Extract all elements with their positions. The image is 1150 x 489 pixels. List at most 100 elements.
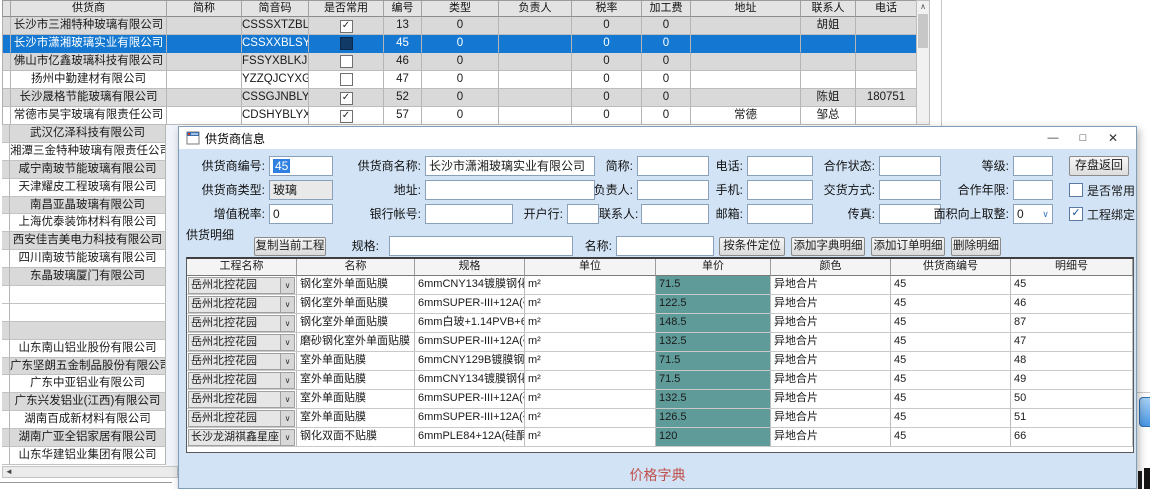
tax-cell[interactable]: 0 [572, 35, 642, 53]
phone-cell[interactable] [856, 71, 917, 89]
supplier-list-row[interactable]: 湖南百成新材料有限公司 [2, 411, 166, 430]
supplier-list-row[interactable]: 西安佳吉美电力科技有限公司 [2, 232, 166, 251]
supplier-list-row[interactable]: 湖南广亚全铝家居有限公司 [2, 429, 166, 448]
supplier-list-row[interactable]: 东晶玻璃厦门有限公司 [2, 268, 166, 287]
manager-cell[interactable] [499, 53, 572, 71]
price-cell[interactable]: 148.5 [656, 314, 771, 333]
supplier-name-cell[interactable]: 扬州中勤建材有限公司 [11, 71, 167, 89]
color-cell[interactable]: 异地合片 [771, 276, 891, 295]
spec-cell[interactable]: 6mm白玻+1.14PVB+6mm... [415, 314, 525, 333]
supplier-id-cell[interactable]: 45 [891, 333, 1011, 352]
unit-cell[interactable]: m² [525, 390, 656, 409]
supplier-name-cell[interactable]: 武汉亿泽科技有限公司 [10, 125, 166, 143]
supplier-name-cell[interactable]: 南昌亚晶玻璃有限公司 [10, 196, 166, 215]
supplier-list-row[interactable]: 四川南玻节能玻璃有限公司 [2, 250, 166, 269]
supplier-list-row[interactable]: 湘潭三金特种玻璃有限责任公司 [2, 142, 166, 161]
color-cell[interactable]: 异地合片 [771, 409, 891, 428]
color-cell[interactable]: 异地合片 [771, 371, 891, 390]
detail-id-cell[interactable]: 45 [1011, 276, 1133, 295]
price-cell[interactable]: 132.5 [656, 390, 771, 409]
mobile-input[interactable] [747, 180, 813, 200]
unit-cell[interactable]: m² [525, 276, 656, 295]
supplier-type-input[interactable]: 玻璃 [269, 180, 333, 200]
color-cell[interactable]: 异地合片 [771, 390, 891, 409]
type-cell[interactable]: 0 [422, 17, 499, 35]
unit-cell[interactable]: m² [525, 314, 656, 333]
phone-input[interactable] [747, 156, 813, 176]
name-cell[interactable]: 磨砂钢化室外单面贴膜 [297, 333, 415, 352]
spec-cell[interactable]: 6mmSUPER-III+12A(硅... [415, 295, 525, 314]
scroll-up-icon[interactable]: ∧ [920, 2, 926, 11]
type-cell[interactable]: 0 [422, 53, 499, 71]
supplier-id-cell[interactable]: 45 [891, 352, 1011, 371]
copy-current-project-button[interactable]: 复制当前工程 [254, 237, 326, 256]
type-cell[interactable]: 0 [422, 35, 499, 53]
spec-cell[interactable]: 6mmCNY134镀膜钢化 [415, 276, 525, 295]
name-cell[interactable]: 室外单面贴膜 [297, 352, 415, 371]
spec-filter-input[interactable] [389, 236, 573, 256]
supplier-id-cell[interactable]: 45 [891, 295, 1011, 314]
price-cell[interactable]: 120 [656, 428, 771, 447]
phone-cell[interactable] [856, 17, 917, 35]
detail-id-cell[interactable]: 50 [1011, 390, 1133, 409]
contact-input[interactable] [641, 204, 709, 224]
detail-row[interactable]: 岳州北控花园 ∨磨砂钢化室外单面贴膜6mmSUPER-III+12A(硅...m²… [187, 333, 1133, 352]
supplier-id-cell[interactable]: 45 [891, 390, 1011, 409]
name-cell[interactable]: 室外单面贴膜 [297, 409, 415, 428]
code-cell[interactable]: CSSSXTZBL... [242, 17, 309, 35]
supplier-name-cell[interactable] [10, 303, 166, 322]
project-combobox[interactable]: 岳州北控花园 ∨ [188, 334, 295, 351]
chevron-down-icon[interactable]: ∨ [280, 297, 294, 312]
supplier-list-row[interactable]: 山东南山铝业股份有限公司 [2, 339, 166, 358]
detail-row[interactable]: 岳州北控花园 ∨钢化室外单面贴膜6mmSUPER-III+12A(硅...m²12… [187, 295, 1133, 314]
supplier-name-cell[interactable]: 湖南百成新材料有限公司 [10, 411, 166, 430]
code-cell[interactable]: FSSYXBLKJ... [242, 53, 309, 71]
supplier-id-cell[interactable]: 45 [891, 314, 1011, 333]
phone-cell[interactable] [856, 35, 917, 53]
common-checkbox[interactable] [339, 73, 353, 86]
project-cell[interactable]: 岳州北控花园 ∨ [187, 390, 297, 409]
project-combobox[interactable]: 岳州北控花园 ∨ [188, 277, 295, 294]
spec-cell[interactable]: 6mmSUPER-III+12A(硅... [415, 390, 525, 409]
project-binding-checkbox[interactable]: ✓ [1069, 207, 1083, 221]
add-order-detail-button[interactable]: 添加订单明细 [871, 237, 945, 256]
unit-cell[interactable]: m² [525, 295, 656, 314]
common-cell[interactable]: ✓ [309, 17, 384, 35]
type-cell[interactable]: 0 [422, 71, 499, 89]
tax-cell[interactable]: 0 [572, 71, 642, 89]
project-combobox[interactable]: 长沙龙湖祺鑫星座 ∨ [188, 429, 295, 446]
supplier-id-cell[interactable]: 45 [891, 276, 1011, 295]
close-button[interactable]: ✕ [1107, 131, 1119, 145]
address-cell[interactable] [691, 89, 801, 107]
fee-cell[interactable]: 0 [642, 107, 691, 125]
supplier-list-row[interactable]: 广东兴发铝业(江西)有限公司 [2, 393, 166, 412]
supplier-name-cell[interactable]: 广东坚朗五金制品股份有限公司 [10, 357, 166, 376]
supplier-name-cell[interactable]: 山东华建铝业集团有限公司 [10, 447, 166, 465]
id-cell[interactable]: 47 [384, 71, 422, 89]
chevron-down-icon[interactable]: ∨ [280, 354, 294, 369]
name-cell[interactable]: 钢化室外单面贴膜 [297, 276, 415, 295]
supplier-list-row[interactable]: 天津耀皮工程玻璃有限公司 [2, 178, 166, 197]
code-cell[interactable]: CSSGJNBLYXGS [242, 89, 309, 107]
project-cell[interactable]: 岳州北控花园 ∨ [187, 352, 297, 371]
manager-cell[interactable] [499, 107, 572, 125]
supplier-name-cell[interactable]: 东晶玻璃厦门有限公司 [10, 268, 166, 287]
supplier-name-cell[interactable]: 湖南广亚全铝家居有限公司 [10, 429, 166, 448]
detail-row[interactable]: 长沙龙湖祺鑫星座∨钢化双面不贴膜6mmPLE84+12A(硅酮胶...m²120… [187, 428, 1133, 447]
chevron-down-icon[interactable]: ∨ [280, 316, 294, 331]
code-cell[interactable]: CSSXXBLSY... [242, 35, 309, 53]
supplier-list-row[interactable]: 山东华建铝业集团有限公司 [2, 447, 166, 465]
name-cell[interactable]: 室外单面贴膜 [297, 371, 415, 390]
project-combobox[interactable]: 岳州北控花园 ∨ [188, 410, 295, 427]
spec-cell[interactable]: 6mmPLE84+12A(硅酮胶... [415, 428, 525, 447]
detail-row[interactable]: 岳州北控花园 ∨ 室外单面贴膜 6mmCNY134镀膜钢化 m² 71.5 异地合片 45 49 [187, 371, 1133, 390]
type-cell[interactable]: 0 [422, 107, 499, 125]
id-cell[interactable]: 46 [384, 53, 422, 71]
fee-cell[interactable]: 0 [642, 71, 691, 89]
address-cell[interactable] [691, 71, 801, 89]
spec-cell[interactable]: 6mmCNY129B镀膜钢化 [415, 352, 525, 371]
